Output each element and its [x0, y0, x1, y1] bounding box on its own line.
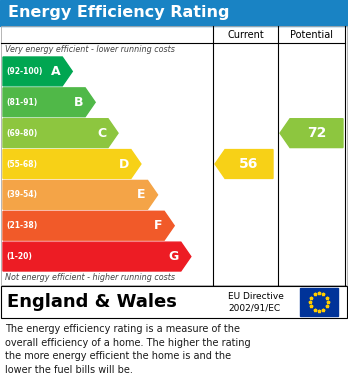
- Text: G: G: [168, 250, 179, 263]
- Text: 56: 56: [239, 157, 259, 171]
- Text: Potential: Potential: [290, 29, 333, 39]
- Text: (81-91): (81-91): [6, 98, 37, 107]
- Bar: [0, 285, 348, 319]
- Text: (92-100): (92-100): [6, 67, 42, 76]
- Bar: [1, 286, 347, 318]
- Text: 72: 72: [307, 126, 326, 140]
- Polygon shape: [3, 180, 158, 209]
- Text: (1-20): (1-20): [6, 252, 32, 261]
- Text: (69-80): (69-80): [6, 129, 37, 138]
- Polygon shape: [3, 242, 191, 271]
- Text: F: F: [154, 219, 162, 232]
- Text: C: C: [97, 127, 106, 140]
- Polygon shape: [215, 150, 273, 178]
- Text: England & Wales: England & Wales: [7, 293, 177, 311]
- Polygon shape: [3, 57, 72, 86]
- Bar: [0, 319, 348, 391]
- Bar: [300, 288, 338, 316]
- Text: D: D: [119, 158, 129, 170]
- Text: E: E: [137, 188, 145, 201]
- Text: (55-68): (55-68): [6, 160, 37, 169]
- Text: The energy efficiency rating is a measure of the
overall efficiency of a home. T: The energy efficiency rating is a measur…: [5, 324, 251, 375]
- Text: A: A: [51, 65, 60, 78]
- Polygon shape: [3, 150, 141, 178]
- Text: Current: Current: [227, 29, 264, 39]
- Text: EU Directive
2002/91/EC: EU Directive 2002/91/EC: [228, 292, 284, 312]
- Polygon shape: [280, 119, 343, 147]
- Text: Very energy efficient - lower running costs: Very energy efficient - lower running co…: [5, 45, 175, 54]
- Text: B: B: [74, 96, 83, 109]
- Polygon shape: [3, 88, 95, 117]
- Polygon shape: [3, 119, 118, 147]
- Text: (39-54): (39-54): [6, 190, 37, 199]
- Bar: [0, 0, 348, 26]
- Text: Energy Efficiency Rating: Energy Efficiency Rating: [8, 5, 229, 20]
- Text: Not energy efficient - higher running costs: Not energy efficient - higher running co…: [5, 273, 175, 282]
- Polygon shape: [3, 211, 174, 240]
- Text: (21-38): (21-38): [6, 221, 37, 230]
- Bar: [1, 26, 347, 285]
